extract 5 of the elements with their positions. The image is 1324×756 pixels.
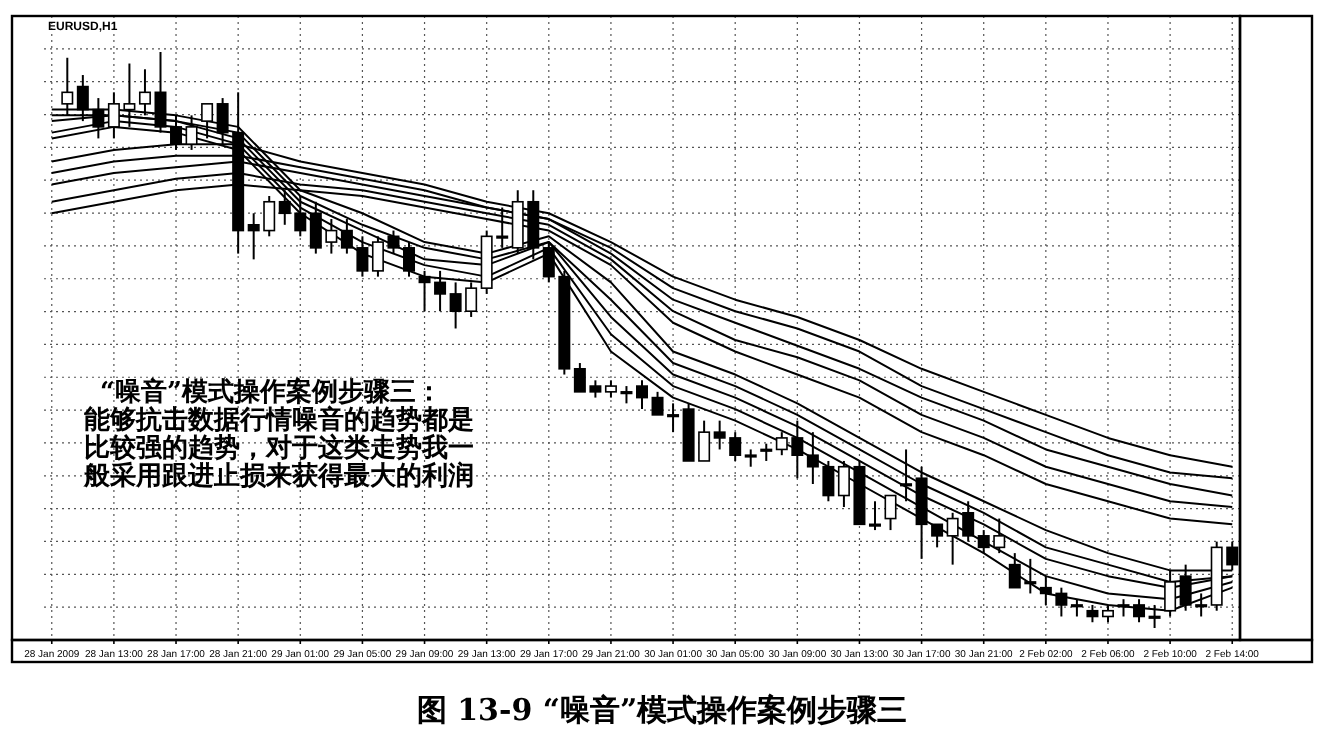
text: 图 13-9 “噪音”模式操作案例步骤三 xyxy=(416,692,908,728)
annotation: 能够抗击数据行情噪音的趋势都是 xyxy=(84,404,474,436)
annotation: 般采用跟进止损来获得最大的利润 xyxy=(82,460,474,492)
annotation: 比较强的趋势，对于这类走势我一 xyxy=(84,432,474,464)
annotation: “噪音”模式操作案例步骤三： xyxy=(100,376,442,408)
